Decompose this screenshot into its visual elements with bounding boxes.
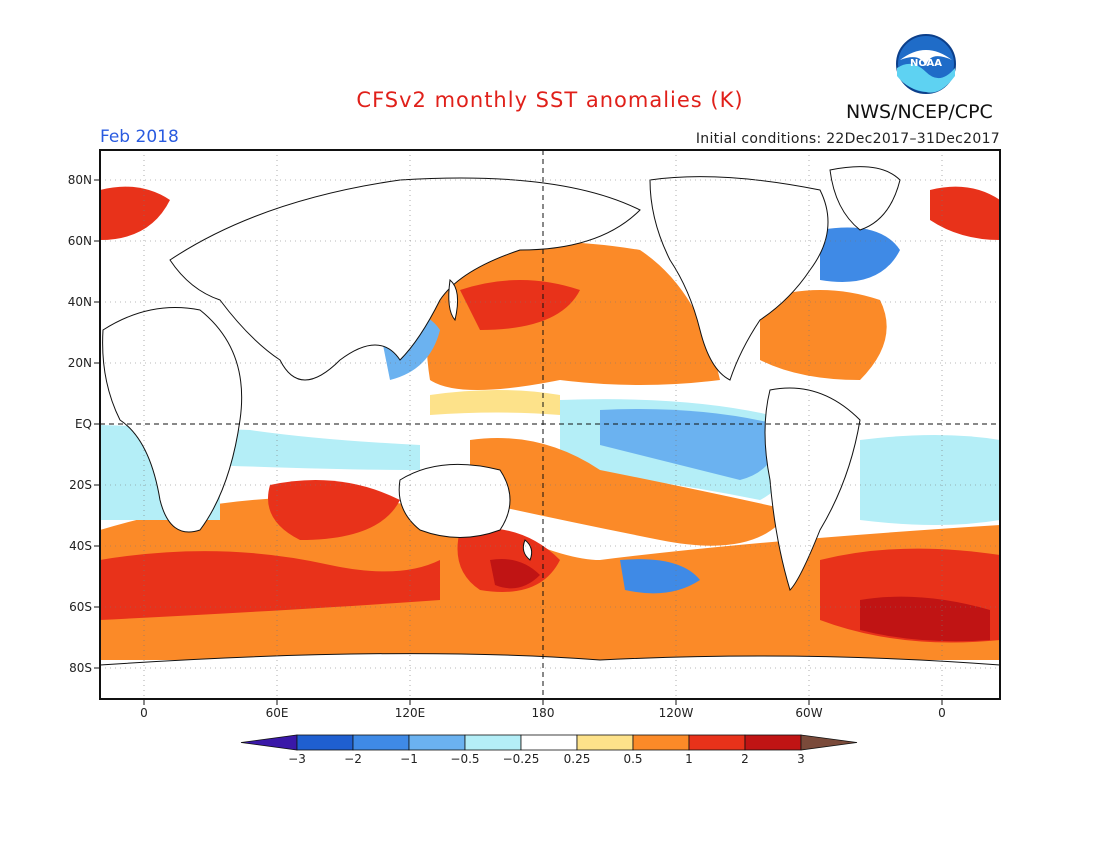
lon-label: 180 [531, 706, 555, 720]
colorbar-label: 0.5 [623, 752, 643, 766]
colorbar-swatch [632, 734, 690, 751]
colorbar-label: −2 [344, 752, 362, 766]
lat-label: 80S [69, 661, 92, 675]
colorbar-swatch [576, 734, 634, 751]
lon-label: 120W [658, 706, 694, 720]
colorbar-swatch [520, 734, 578, 751]
sst-anomaly-field [100, 150, 1000, 699]
initial-conditions: Initial conditions: 22Dec2017–31Dec2017 [695, 131, 1000, 147]
axis-ticks [94, 179, 943, 705]
colorbar-swatch [464, 734, 522, 751]
graticule [100, 150, 1000, 699]
lat-label: 60N [67, 234, 92, 248]
colorbar-label: 2 [741, 752, 749, 766]
lon-label: 120E [394, 706, 426, 720]
colorbar-swatch [240, 734, 298, 751]
colorbar-swatch [688, 734, 746, 751]
lat-label: 60S [69, 600, 92, 614]
lat-label: 40N [67, 295, 92, 309]
chart-title: CFSv2 monthly SST anomalies (K) [356, 88, 744, 112]
colorbar-label: 0.25 [563, 752, 591, 766]
lat-label: 40S [69, 539, 92, 553]
colorbar-label: −1 [400, 752, 418, 766]
colorbar-label: −0.25 [502, 752, 540, 766]
lon-label: 60W [795, 706, 823, 720]
forecast-month: Feb 2018 [100, 127, 179, 147]
noaa-logo-text: NOAA [910, 58, 942, 69]
lon-label: 0 [938, 706, 946, 720]
colorbar-label: −3 [288, 752, 306, 766]
colorbar-swatch [296, 734, 354, 751]
lat-label: 20N [67, 356, 92, 370]
colorbar [240, 734, 858, 751]
lon-label: 0 [140, 706, 148, 720]
colorbar-label: 1 [685, 752, 693, 766]
colorbar-label: −0.5 [450, 752, 480, 766]
colorbar-swatch [408, 734, 466, 751]
lat-label: 20S [69, 478, 92, 492]
noaa-logo: NOAA [896, 34, 956, 94]
lat-label: EQ [74, 417, 92, 431]
colorbar-swatch [744, 734, 802, 751]
org-credit: NWS/NCEP/CPC [846, 101, 993, 123]
colorbar-swatch [800, 734, 858, 751]
lat-label: 80N [67, 173, 92, 187]
colorbar-swatch [352, 734, 410, 751]
coastlines [100, 166, 1000, 699]
lon-label: 60E [265, 706, 289, 720]
colorbar-label: 3 [797, 752, 805, 766]
